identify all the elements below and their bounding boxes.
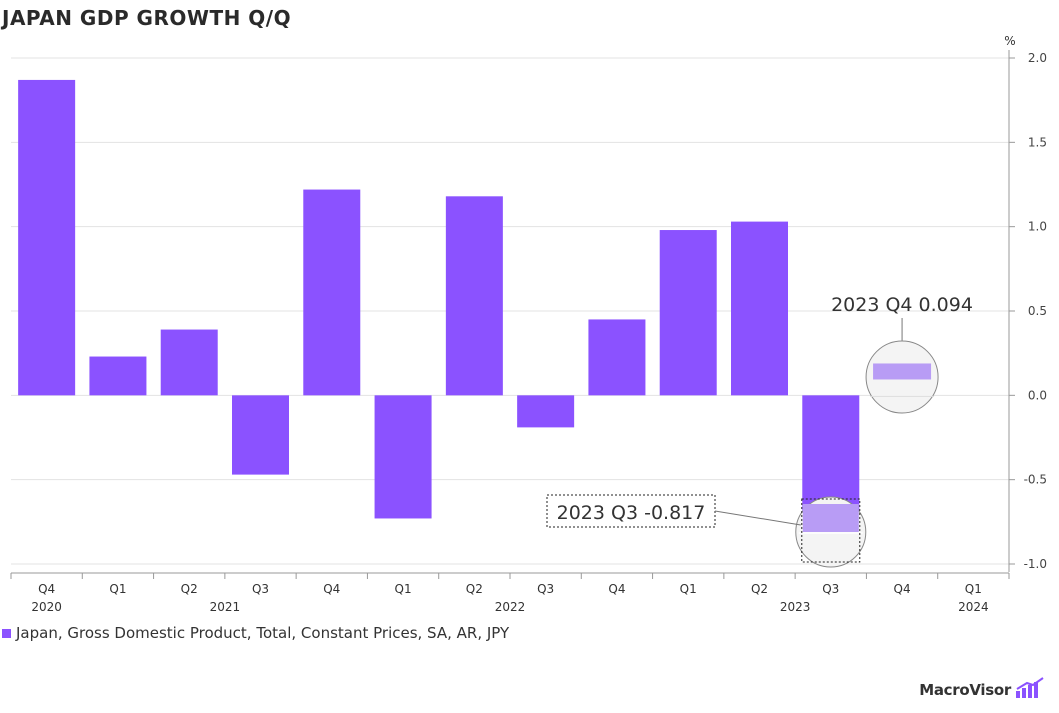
x-tick-label: Q4 <box>323 582 340 596</box>
x-tick-label: Q1 <box>965 582 982 596</box>
brand-name: MacroVisor <box>919 681 1011 699</box>
annotations: 2023 Q4 0.094 2023 Q3 -0.817 <box>546 294 973 568</box>
bar <box>374 395 432 519</box>
y-tick-label: 0.0 <box>1028 388 1047 402</box>
x-year-label: 2024 <box>958 600 989 614</box>
bar <box>18 79 76 396</box>
x-year-label: 2020 <box>31 600 62 614</box>
bar <box>659 230 717 396</box>
bar <box>517 395 575 428</box>
x-year-label: 2021 <box>210 600 241 614</box>
x-tick-label: Q3 <box>252 582 269 596</box>
y-tick-label: 2.0 <box>1028 51 1047 65</box>
bar <box>588 319 646 396</box>
x-tick-label: Q2 <box>466 582 483 596</box>
legend[interactable]: Japan, Gross Domestic Product, Total, Co… <box>2 624 509 642</box>
x-tick-label: Q2 <box>751 582 768 596</box>
bar <box>303 189 361 396</box>
x-tick-label: Q4 <box>608 582 625 596</box>
annotation-label: 2023 Q3 -0.817 <box>557 502 706 524</box>
bar-chart-logo-icon <box>1016 677 1044 698</box>
x-year-label: 2022 <box>495 600 526 614</box>
highlight-bar <box>802 504 859 532</box>
x-year-label: 2023 <box>780 600 811 614</box>
x-tick-label: Q2 <box>181 582 198 596</box>
x-tick-label: Q3 <box>537 582 554 596</box>
axes: % 2.0 1.5 1.0 0.5 0.0 -0.5 -1.0 Q4 Q1 Q2 Q3 Q4 Q1 Q2 Q3… <box>10 34 1047 614</box>
highlight-bar <box>873 363 932 380</box>
y-tick-label: 1.5 <box>1028 135 1047 149</box>
legend-swatch <box>2 628 11 638</box>
x-tick-label: Q1 <box>109 582 126 596</box>
bar <box>731 221 788 396</box>
y-tick-label: 1.0 <box>1028 220 1047 234</box>
chart-title: JAPAN GDP GROWTH Q/Q <box>2 6 292 30</box>
x-tick-label: Q4 <box>38 582 55 596</box>
annotation-label: 2023 Q4 0.094 <box>831 294 973 316</box>
y-unit-label: % <box>1004 34 1015 48</box>
y-tick-label: 0.5 <box>1028 304 1047 318</box>
annotation-box <box>546 494 716 528</box>
x-tick-label: Q4 <box>894 582 911 596</box>
bar <box>89 356 147 396</box>
y-tick-label: -0.5 <box>1024 473 1047 487</box>
brand-logo: MacroVisor <box>919 677 1045 699</box>
x-tick-label: Q1 <box>680 582 697 596</box>
magnifier-selection-box <box>801 498 861 563</box>
bar <box>232 395 289 475</box>
y-tick-label: -1.0 <box>1024 557 1047 571</box>
annotation-leader-line <box>714 510 801 526</box>
x-tick-label: Q1 <box>395 582 412 596</box>
bar <box>445 196 503 396</box>
legend-label: Japan, Gross Domestic Product, Total, Co… <box>16 624 510 642</box>
bars <box>18 79 931 534</box>
x-tick-label: Q3 <box>822 582 839 596</box>
bar <box>160 329 218 396</box>
